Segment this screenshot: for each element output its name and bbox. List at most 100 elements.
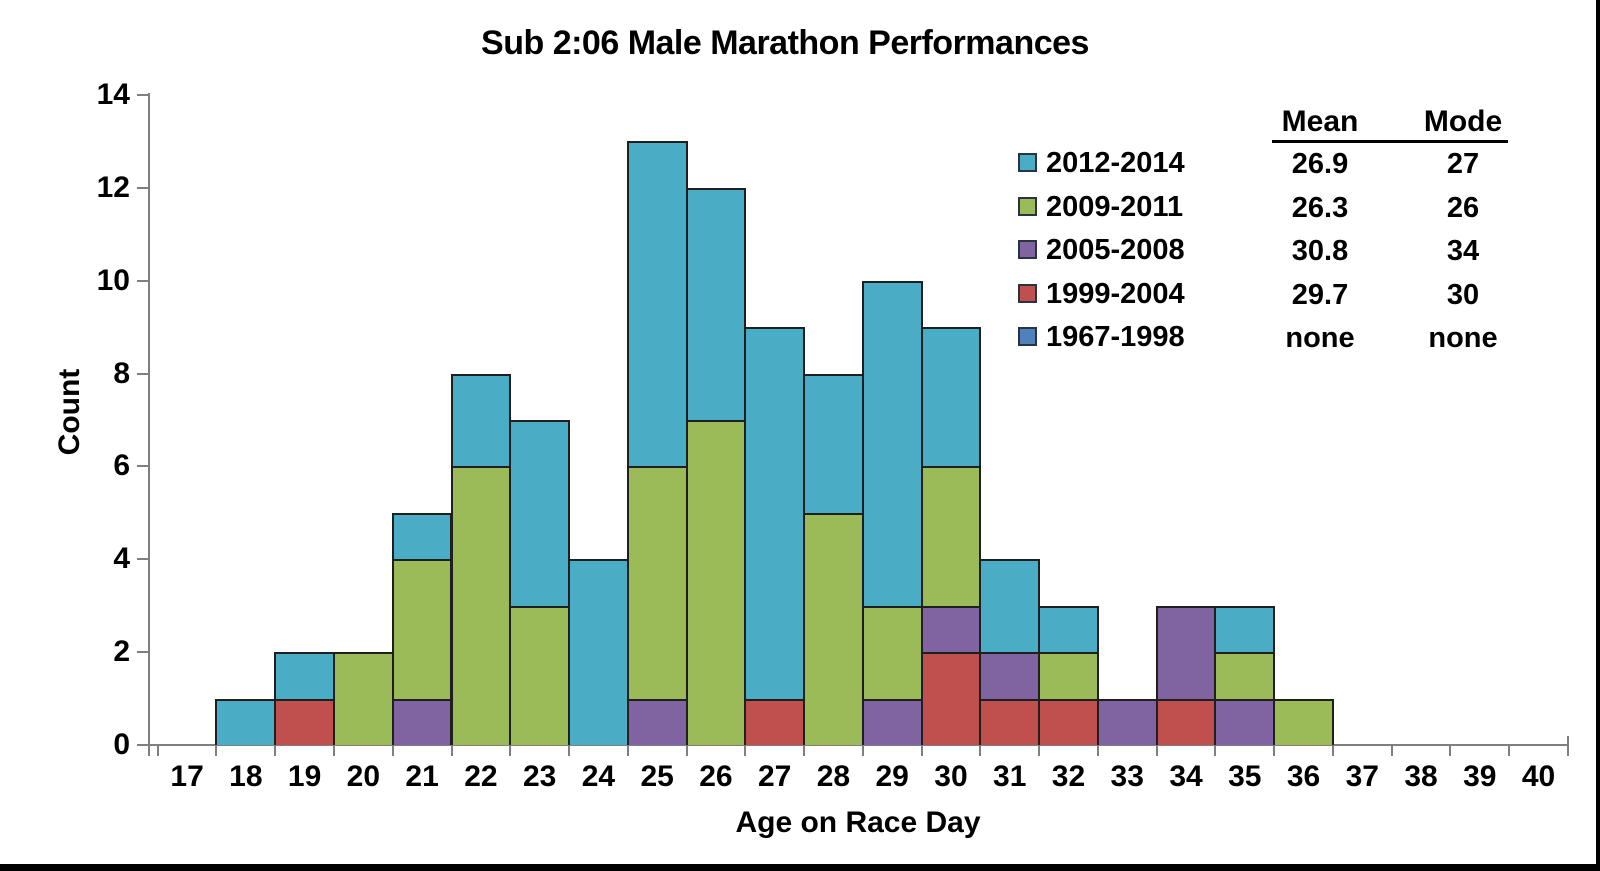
x-tick-label-20: 20 (346, 760, 381, 793)
x-tick-label-31: 31 (993, 760, 1027, 793)
x-tick-8 (626, 745, 629, 756)
y-tick-4 (137, 558, 148, 561)
x-tick-15 (1038, 745, 1041, 756)
x-tick-11 (803, 745, 806, 756)
x-tick-label-32: 32 (1051, 760, 1086, 793)
x-tick-6 (509, 745, 512, 756)
stat-mode-1999-2004: 30 (1446, 278, 1480, 311)
legend-label-1967-1998: 1967-1998 (1046, 321, 1185, 353)
x-tick-1 (215, 745, 218, 756)
x-tick-24 (1566, 745, 1569, 756)
bottom-border-bar (0, 864, 1600, 871)
stat-mean-1999-2004: 29.7 (1291, 278, 1349, 311)
legend-swatch-1967-1998 (1018, 327, 1037, 346)
stats-header-underline (1272, 140, 1508, 143)
bar-age-28-2012-2014 (803, 373, 864, 513)
bar-age-35-2009-2011 (1214, 652, 1276, 699)
x-tick-label-29: 29 (875, 760, 909, 793)
legend-label-2005-2008: 2005-2008 (1046, 234, 1185, 266)
bar-age-21-2009-2011 (391, 559, 453, 699)
bar-age-27-1999-2004 (744, 698, 806, 745)
x-tick-label-26: 26 (699, 760, 733, 793)
x-tick-18 (1214, 745, 1217, 756)
stat-mean-2009-2011: 26.3 (1291, 191, 1349, 224)
y-tick-6 (137, 465, 148, 468)
stat-mode-1967-1998: none (1428, 322, 1498, 354)
x-axis-label: Age on Race Day (735, 806, 981, 839)
x-tick-21 (1390, 745, 1393, 756)
bar-age-22-2012-2014 (450, 373, 512, 467)
bar-age-29-2009-2011 (861, 605, 923, 699)
bar-age-30-2009-2011 (920, 466, 982, 606)
legend-label-2009-2011: 2009-2011 (1046, 190, 1184, 223)
x-tick-label-30: 30 (934, 760, 968, 793)
bar-age-23-2012-2014 (509, 420, 570, 606)
y-tick-label-6: 6 (113, 449, 130, 483)
x-tick-label-27: 27 (757, 760, 792, 793)
x-tick-4 (391, 745, 394, 756)
x-tick-label-34: 34 (1169, 760, 1203, 793)
x-tick-17 (1155, 745, 1158, 756)
x-tick-label-40: 40 (1521, 760, 1556, 793)
legend-swatch-1999-2004 (1018, 283, 1037, 303)
bar-age-18-2012-2014 (215, 698, 277, 745)
x-tick-3 (332, 745, 335, 756)
x-tick-13 (920, 745, 923, 756)
x-tick-9 (685, 745, 688, 756)
x-axis-endcap (1566, 736, 1569, 745)
stat-mode-2012-2014: 27 (1446, 148, 1480, 180)
x-tick-label-17: 17 (170, 760, 204, 793)
bar-age-26-2012-2014 (685, 187, 747, 420)
x-tick-label-38: 38 (1404, 760, 1438, 793)
x-tick-label-23: 23 (522, 760, 557, 793)
x-tick-label-21: 21 (405, 760, 439, 793)
bar-age-32-1999-2004 (1038, 698, 1099, 745)
x-tick-label-33: 33 (1110, 760, 1144, 793)
x-tick-7 (568, 745, 571, 756)
x-tick-23 (1508, 745, 1511, 756)
y-tick-label-0: 0 (113, 728, 130, 761)
x-tick-label-39: 39 (1463, 760, 1497, 793)
x-tick-16 (1096, 745, 1099, 756)
stat-mean-2012-2014: 26.9 (1291, 148, 1349, 180)
legend-label-2012-2014: 2012-2014 (1046, 147, 1185, 179)
x-tick-label-37: 37 (1345, 760, 1379, 793)
bar-age-29-2005-2008 (861, 698, 923, 745)
bar-age-32-2012-2014 (1038, 605, 1099, 653)
x-tick-0 (156, 745, 159, 756)
y-tick-12 (137, 186, 148, 189)
y-tick-label-14: 14 (96, 78, 130, 111)
x-tick-14 (979, 745, 982, 756)
stat-mean-2005-2008: 30.8 (1291, 235, 1349, 267)
stat-mode-2009-2011: 26 (1446, 191, 1480, 224)
x-tick-5 (450, 745, 453, 756)
y-tick-8 (137, 372, 148, 375)
legend-label-1999-2004: 1999-2004 (1046, 277, 1185, 310)
x-axis-line (148, 744, 1569, 746)
bar-age-30-1999-2004 (920, 652, 982, 745)
right-border-bar (1596, 0, 1600, 871)
bar-age-29-2012-2014 (861, 280, 923, 606)
y-tick-2 (137, 651, 148, 654)
bar-age-26-2009-2011 (685, 420, 747, 745)
bar-age-30-2012-2014 (920, 327, 982, 467)
y-tick-label-8: 8 (113, 356, 130, 390)
x-tick-label-25: 25 (640, 760, 674, 793)
x-tick-label-36: 36 (1286, 760, 1321, 793)
bar-age-32-2009-2011 (1038, 652, 1099, 699)
x-tick-label-24: 24 (581, 760, 616, 793)
stat-mode-2005-2008: 34 (1446, 235, 1480, 267)
bar-age-24-2012-2014 (568, 559, 629, 745)
bar-age-22-2009-2011 (450, 466, 512, 745)
stats-header-mean: Mean (1281, 105, 1359, 138)
y-tick-label-2: 2 (113, 635, 130, 669)
y-tick-label-10: 10 (96, 263, 130, 297)
bar-age-21-2012-2014 (391, 512, 453, 560)
stats-header-mode: Mode (1423, 105, 1503, 138)
x-tick-10 (744, 745, 747, 756)
stat-mean-1967-1998: none (1285, 322, 1355, 354)
bar-age-35-2012-2014 (1214, 605, 1276, 653)
